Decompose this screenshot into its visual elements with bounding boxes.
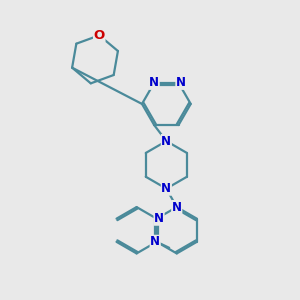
Text: N: N [161,182,171,195]
Text: N: N [172,201,182,214]
Text: N: N [149,76,159,89]
Text: N: N [161,135,171,148]
Text: N: N [150,235,160,248]
Text: O: O [94,29,105,42]
Text: N: N [176,76,186,89]
Text: N: N [154,212,164,225]
